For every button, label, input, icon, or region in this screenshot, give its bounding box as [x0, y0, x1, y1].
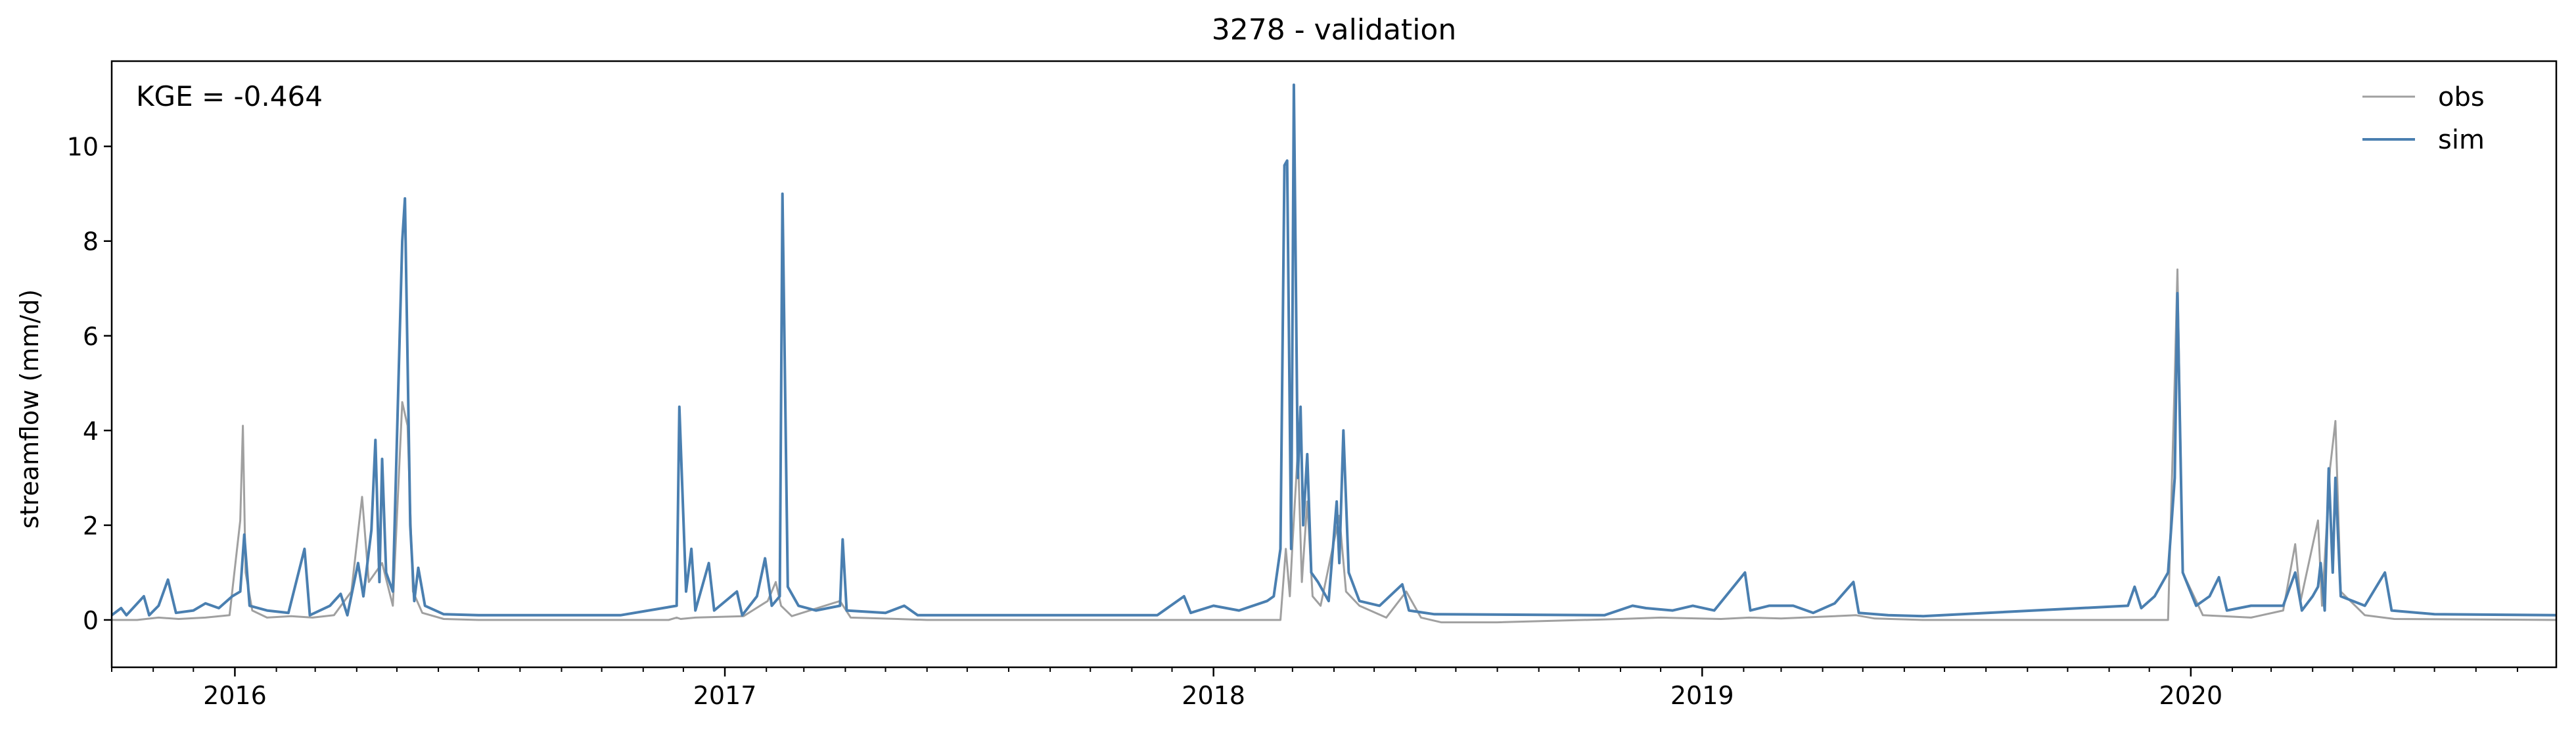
- x-axis-ticks: 2016 2017 2018 2019 2020: [111, 667, 2518, 710]
- y-tick-label: 4: [83, 417, 99, 446]
- legend-label-sim: sim: [2438, 125, 2485, 155]
- series-line-sim: [110, 83, 2557, 618]
- legend: obs sim: [2362, 82, 2485, 155]
- y-tick-label: 10: [67, 133, 99, 162]
- series-line-obs: [112, 268, 2557, 624]
- series-layer: [110, 83, 2557, 624]
- chart-title: 3278 - validation: [1212, 13, 1456, 47]
- y-axis-label: streamflow (mm/d): [15, 289, 44, 529]
- y-tick-label: 2: [83, 511, 99, 540]
- plot-frame: [110, 60, 2558, 669]
- y-tick-label: 0: [83, 606, 99, 635]
- x-tick-label: 2019: [1670, 681, 1734, 710]
- y-tick-label: 8: [83, 227, 99, 256]
- x-tick-label: 2020: [2159, 681, 2222, 710]
- kge-annotation: KGE = -0.464: [136, 80, 323, 112]
- y-axis-ticks: 0 2 4 6 8 10: [67, 133, 112, 635]
- y-tick-label: 6: [83, 322, 99, 351]
- x-tick-label: 2018: [1182, 681, 1245, 710]
- x-tick-label: 2016: [203, 681, 267, 710]
- x-tick-label: 2017: [693, 681, 757, 710]
- legend-label-obs: obs: [2438, 82, 2485, 112]
